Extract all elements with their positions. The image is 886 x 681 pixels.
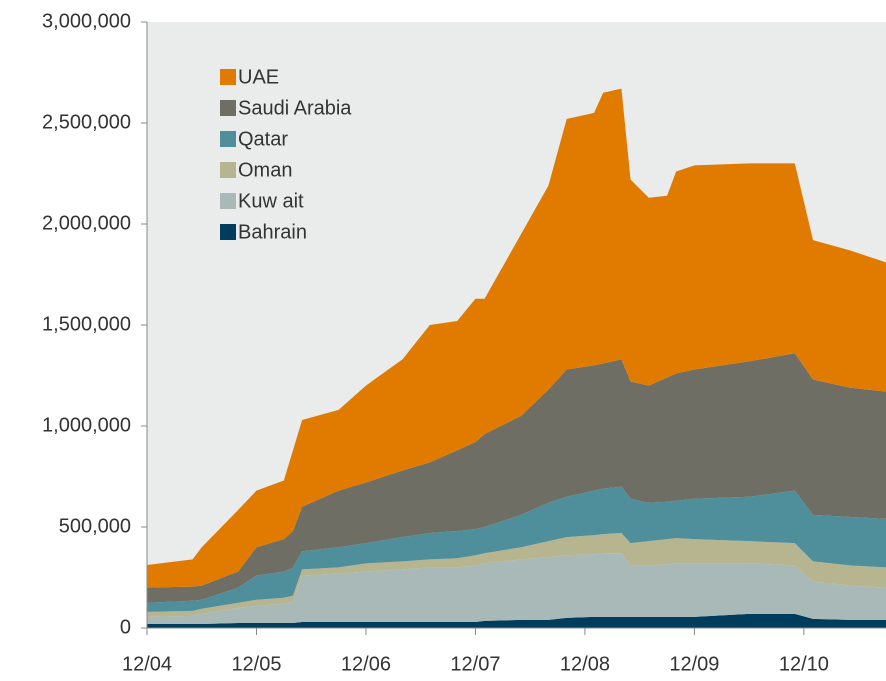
legend-label: Saudi Arabia	[238, 97, 352, 119]
legend-swatch	[220, 100, 236, 116]
area	[147, 486, 886, 612]
y-tick-label: 1,500,000	[42, 313, 131, 335]
x-tick-label: 12/05	[231, 653, 281, 675]
legend-swatch	[220, 69, 236, 85]
legend-label: Qatar	[238, 128, 288, 150]
legend-label: Kuw ait	[238, 190, 304, 212]
x-tick-label: 12/04	[122, 653, 172, 675]
area	[147, 533, 886, 617]
x-tick-label: 12/06	[341, 653, 391, 675]
area	[147, 353, 886, 603]
y-tick-label: 2,000,000	[42, 212, 131, 234]
area	[147, 553, 886, 624]
x-tick-label: 12/10	[779, 653, 829, 675]
x-tick-label: 12/09	[669, 653, 719, 675]
legend-swatch	[220, 162, 236, 178]
legend-label: UAE	[238, 66, 279, 88]
legend-swatch	[220, 193, 236, 209]
y-tick-label: 2,500,000	[42, 111, 131, 133]
legend-swatch	[220, 224, 236, 240]
x-tick-label: 12/07	[450, 653, 500, 675]
y-tick-label: 3,000,000	[42, 10, 131, 32]
area	[147, 88, 886, 588]
y-tick-label: 0	[120, 616, 131, 638]
y-tick-label: 1,000,000	[42, 414, 131, 436]
area	[147, 613, 886, 628]
legend-label: Oman	[238, 159, 292, 181]
legend-label: Bahrain	[238, 221, 307, 243]
legend-swatch	[220, 131, 236, 147]
y-tick-label: 500,000	[59, 515, 131, 537]
x-tick-label: 12/08	[560, 653, 610, 675]
